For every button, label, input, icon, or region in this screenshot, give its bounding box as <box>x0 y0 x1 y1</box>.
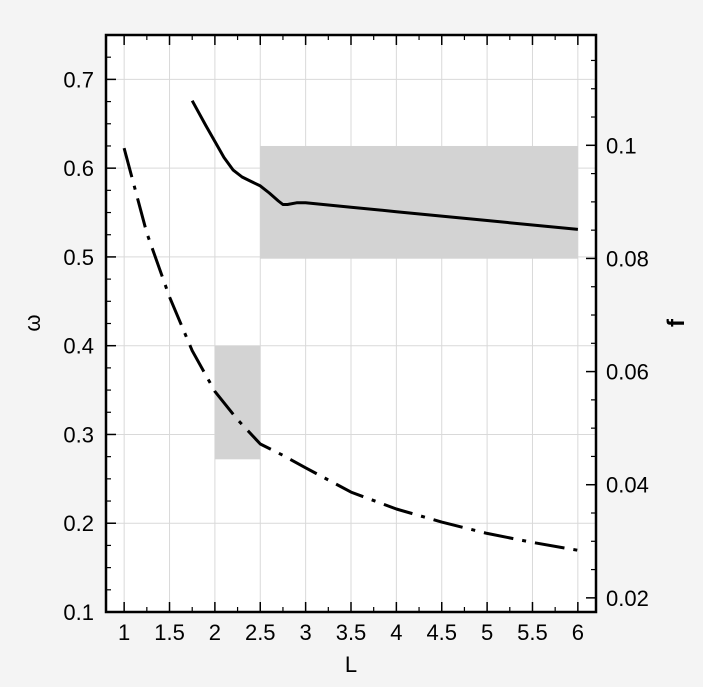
y-left-tick-label: 0.5 <box>63 245 94 270</box>
y-right-tick-label: 0.04 <box>606 473 649 498</box>
y-right-tick-label: 0.06 <box>606 360 649 385</box>
tick-labels: 1 1.5 2 2.5 3 3.5 4 4.5 5 5.5 6 0.1 0.2 0.3 0.4 0.5 0.6 0… <box>63 67 648 645</box>
y-right-tick-label: 0.1 <box>606 133 637 158</box>
series-lines <box>122 99 579 552</box>
y-left-tick-label: 0.7 <box>63 67 94 92</box>
y-left-tick-label: 0.6 <box>63 156 94 181</box>
x-tick-label: 5 <box>481 620 493 645</box>
shaded-region <box>214 345 261 460</box>
x-axis-title: L <box>345 652 357 677</box>
y-left-tick-label: 0.4 <box>63 334 94 359</box>
x-tick-label: 1.5 <box>154 620 185 645</box>
y-left-tick-label: 0.2 <box>63 511 94 536</box>
y-axis-right-title: f <box>663 318 690 327</box>
y-left-tick-label: 0.3 <box>63 422 94 447</box>
x-tick-label: 1 <box>118 620 130 645</box>
x-tick-label: 4.5 <box>426 620 457 645</box>
x-tick-label: 5.5 <box>517 620 548 645</box>
x-tick-label: 3.5 <box>336 620 367 645</box>
x-tick-label: 3 <box>300 620 312 645</box>
x-tick-label: 4 <box>390 620 402 645</box>
x-tick-label: 6 <box>572 620 584 645</box>
series-line-f <box>122 147 579 552</box>
y-right-tick-label: 0.08 <box>606 246 649 271</box>
x-tick-label: 2 <box>209 620 221 645</box>
ticks <box>106 34 596 613</box>
series-line-omega <box>190 99 579 231</box>
y-left-tick-label: 0.1 <box>63 600 94 625</box>
y-axis-left-title: ω <box>20 314 45 331</box>
y-right-tick-label: 0.02 <box>606 586 649 611</box>
x-tick-label: 2.5 <box>245 620 276 645</box>
